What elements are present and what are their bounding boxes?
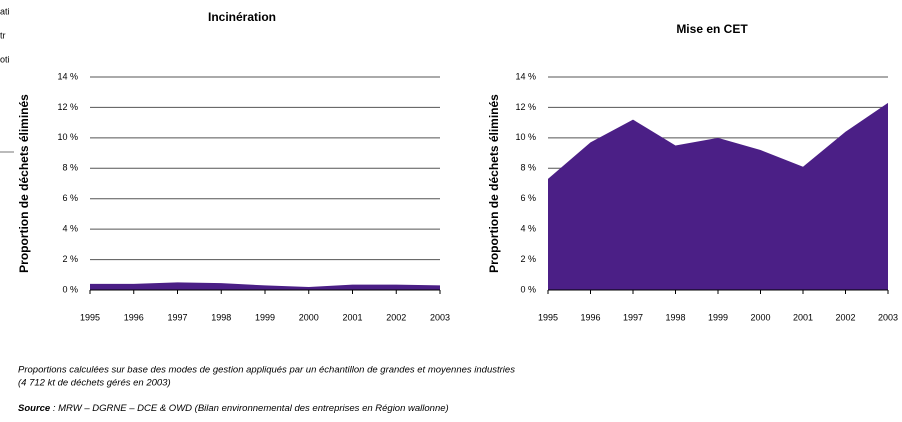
y-tick-label: 10 % xyxy=(57,132,78,142)
x-tick-label: 1999 xyxy=(708,312,728,322)
y-tick-label: 10 % xyxy=(515,132,536,142)
x-tick-label: 1998 xyxy=(211,312,231,322)
side-text: ati xyxy=(0,6,10,16)
y-tick-label: 12 % xyxy=(57,102,78,112)
x-tick-label: 2002 xyxy=(835,312,855,322)
note: Proportions calculées sur base des modes… xyxy=(18,365,515,376)
x-tick-label: 2003 xyxy=(878,312,898,322)
y-tick-label: 0 % xyxy=(520,284,536,294)
y-axis-label: Proportion de déchets éliminés xyxy=(17,94,31,273)
y-tick-label: 6 % xyxy=(520,193,536,203)
y-tick-label: 12 % xyxy=(515,102,536,112)
x-tick-label: 1998 xyxy=(665,312,685,322)
side-text: oti xyxy=(0,54,10,64)
y-axis-label: Proportion de déchets éliminés xyxy=(487,94,501,273)
side-text: tr xyxy=(0,30,6,40)
x-tick-label: 2000 xyxy=(299,312,319,322)
area xyxy=(548,102,888,290)
area xyxy=(90,282,440,290)
y-tick-label: 14 % xyxy=(57,71,78,81)
source: Source : MRW – DGRNE – DCE & OWD (Bilan … xyxy=(18,403,449,414)
x-tick-label: 2001 xyxy=(793,312,813,322)
chart-title: Mise en CET xyxy=(676,22,748,36)
source-text: : MRW – DGRNE – DCE & OWD (Bilan environ… xyxy=(50,403,448,414)
x-tick-label: 2000 xyxy=(750,312,770,322)
y-tick-label: 8 % xyxy=(520,163,536,173)
y-tick-label: 2 % xyxy=(520,254,536,264)
x-tick-label: 1995 xyxy=(80,312,100,322)
y-tick-label: 4 % xyxy=(520,224,536,234)
x-tick-label: 1996 xyxy=(580,312,600,322)
y-tick-label: 2 % xyxy=(62,254,78,264)
chart-title: Incinération xyxy=(208,10,276,24)
x-tick-label: 2003 xyxy=(430,312,450,322)
x-tick-label: 2002 xyxy=(386,312,406,322)
x-tick-label: 1995 xyxy=(538,312,558,322)
x-tick-label: 1996 xyxy=(124,312,144,322)
y-tick-label: 8 % xyxy=(62,163,78,173)
source-label: Source xyxy=(18,403,51,414)
x-tick-label: 1997 xyxy=(167,312,187,322)
y-tick-label: 6 % xyxy=(62,193,78,203)
x-tick-label: 1999 xyxy=(255,312,275,322)
x-tick-label: 2001 xyxy=(342,312,362,322)
note: (4 712 kt de déchets gérés en 2003) xyxy=(18,378,171,389)
y-tick-label: 4 % xyxy=(62,224,78,234)
x-tick-label: 1997 xyxy=(623,312,643,322)
y-tick-label: 14 % xyxy=(515,71,536,81)
y-tick-label: 0 % xyxy=(62,284,78,294)
